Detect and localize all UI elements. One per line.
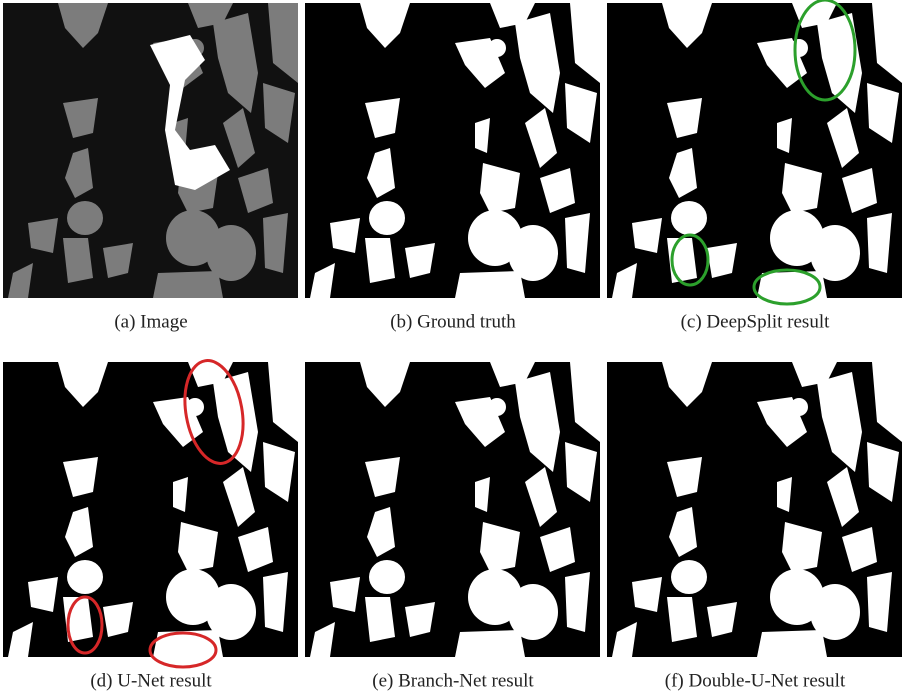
- caption: (d) U-Net result: [90, 670, 212, 691]
- caption: (a) Image: [114, 311, 187, 332]
- panel-branchnet: [305, 362, 600, 657]
- caption: (c) DeepSplit result: [681, 311, 831, 332]
- figure: (a) Image (b) Ground truth (c) DeepSplit…: [0, 0, 903, 699]
- panel-deepsplit: [607, 0, 902, 304]
- caption: (f) Double-U-Net result: [665, 670, 846, 691]
- panel-ground-truth: [305, 3, 600, 298]
- caption: (e) Branch-Net result: [372, 670, 534, 691]
- caption: (b) Ground truth: [390, 311, 516, 332]
- panel-doubleunet: [607, 362, 902, 657]
- panel-unet: [3, 356, 298, 667]
- panel-image: [3, 3, 298, 298]
